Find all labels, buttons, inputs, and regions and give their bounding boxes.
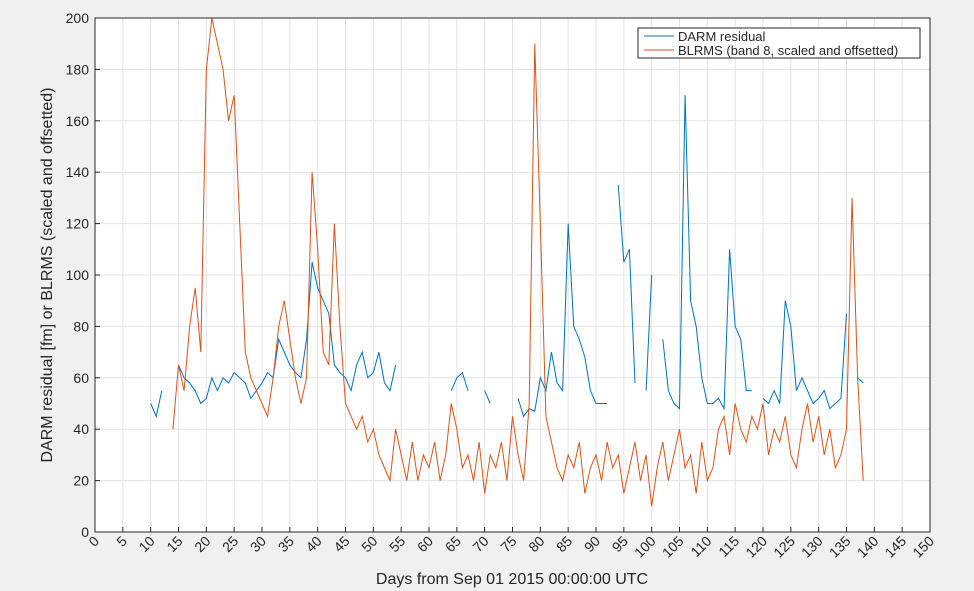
legend-label: DARM residual — [678, 29, 766, 44]
series-line — [150, 95, 864, 418]
x-tick-label: 140 — [854, 533, 882, 561]
x-tick-label: 85 — [553, 533, 575, 555]
x-tick-label: 40 — [302, 533, 324, 555]
y-tick-label: 60 — [73, 370, 89, 386]
y-tick-label: 120 — [66, 216, 90, 232]
x-tick-label: 30 — [247, 533, 269, 555]
y-tick-label: 0 — [81, 524, 89, 540]
x-tick-label: 65 — [442, 533, 464, 555]
x-tick-label: 10 — [135, 533, 157, 555]
y-tick-label: 180 — [66, 61, 90, 77]
x-tick-label: 100 — [631, 533, 659, 561]
x-tick-label: 130 — [798, 533, 826, 561]
y-tick-label: 20 — [73, 473, 89, 489]
x-tick-label: 95 — [609, 533, 631, 555]
x-tick-label: 115 — [715, 533, 742, 560]
x-tick-label: 105 — [659, 533, 687, 561]
x-tick-label: 150 — [909, 533, 937, 561]
x-tick-label: 25 — [219, 533, 241, 555]
x-tick-label: 110 — [687, 533, 714, 560]
x-tick-label: 90 — [581, 533, 603, 555]
y-tick-label: 80 — [73, 318, 89, 334]
x-tick-label: 55 — [386, 533, 408, 555]
x-axis-label: Days from Sep 01 2015 00:00:00 UTC — [376, 571, 648, 588]
legend-label: BLRMS (band 8, scaled and offsetted) — [678, 43, 898, 58]
x-tick-label: 70 — [469, 533, 491, 555]
x-tick-label: 50 — [358, 533, 380, 555]
x-tick-label: 80 — [525, 533, 547, 555]
x-tick-label: 45 — [330, 533, 352, 555]
x-tick-label: 35 — [275, 533, 297, 555]
x-tick-label: 15 — [163, 533, 185, 555]
y-tick-label: 100 — [66, 267, 90, 283]
x-tick-label: 20 — [191, 533, 213, 555]
x-tick-label: 5 — [113, 533, 130, 550]
y-tick-label: 160 — [66, 113, 90, 129]
x-tick-label: 60 — [414, 533, 436, 555]
axes-box — [94, 17, 931, 533]
y-tick-label: 40 — [73, 421, 89, 437]
x-tick-label: 0 — [85, 533, 102, 550]
legend-box — [637, 27, 921, 59]
x-tick-label: 75 — [497, 533, 519, 555]
x-tick-label: 145 — [881, 533, 909, 561]
x-tick-label: 135 — [826, 533, 854, 561]
y-axis-label: DARM residual [fm] or BLRMS (scaled and … — [39, 88, 56, 463]
series-line — [172, 18, 864, 507]
y-tick-label: 200 — [66, 10, 90, 26]
x-tick-label: 120 — [742, 533, 770, 561]
x-tick-label: 125 — [770, 533, 798, 561]
y-tick-label: 140 — [66, 164, 90, 180]
